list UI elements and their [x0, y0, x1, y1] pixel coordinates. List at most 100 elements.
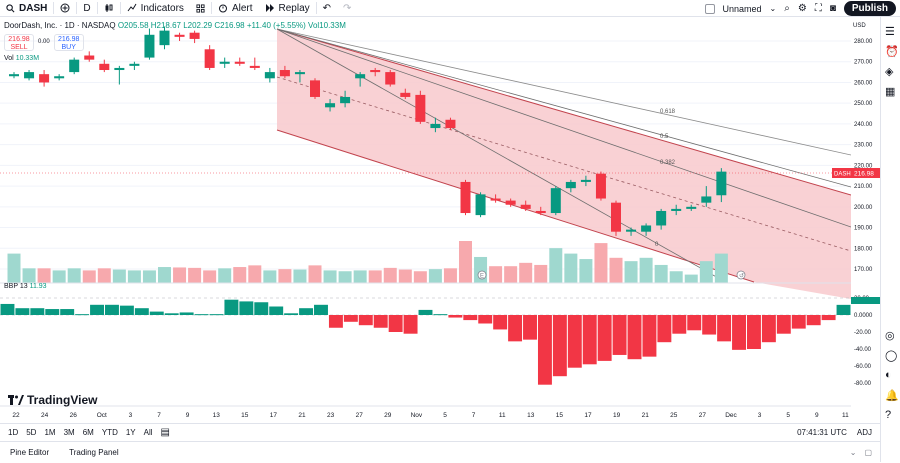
publish-button[interactable]: Publish: [843, 1, 896, 16]
candle: [99, 59, 110, 73]
buy-button[interactable]: 216.98 BUY: [53, 34, 84, 51]
fullscreen-icon[interactable]: ⛶: [814, 3, 822, 14]
bbp-tick-label: -80.00: [854, 381, 872, 387]
bbp-bar: [299, 308, 314, 315]
bbp-bar: [433, 314, 448, 316]
ideas-icon[interactable]: ◐: [885, 369, 892, 381]
range-1d[interactable]: 1D: [8, 428, 19, 437]
volume-bar: [669, 271, 683, 283]
candle: [234, 57, 245, 66]
dividend-marker[interactable]: ↺: [736, 270, 746, 280]
candle: [626, 227, 637, 236]
sell-button[interactable]: 216.98 SELL: [4, 34, 34, 51]
volume-bars: [7, 241, 728, 283]
calendar-icon[interactable]: ▦: [885, 86, 896, 98]
candle: [565, 179, 576, 193]
time-tick-label: Nov: [411, 412, 423, 419]
plus-circle-icon: [60, 3, 70, 13]
volume-bar: [338, 271, 352, 283]
alert-button[interactable]: Alert: [212, 0, 259, 17]
volume-bar: [112, 269, 126, 283]
time-tick-label: 25: [670, 412, 678, 419]
gear-icon[interactable]: ⚙: [797, 3, 807, 14]
channel-upper-line: [276, 28, 851, 196]
watchlist-icon[interactable]: ☰: [885, 26, 895, 38]
volume-title: Vol: [4, 55, 14, 62]
range-3m[interactable]: 3M: [63, 428, 75, 437]
help-icon[interactable]: ?: [885, 409, 892, 421]
time-tick-label: 11: [842, 412, 849, 419]
range-6m[interactable]: 6M: [82, 428, 94, 437]
templates-button[interactable]: [190, 0, 211, 17]
range-1m[interactable]: 1M: [44, 428, 56, 437]
range-5d[interactable]: 5D: [26, 428, 37, 437]
layers-icon[interactable]: ◈: [885, 66, 894, 78]
tab-trading-panel[interactable]: Trading Panel: [69, 447, 119, 457]
volume-bar: [534, 264, 548, 283]
clock[interactable]: 07:41:31 UTC: [797, 427, 847, 437]
quick-search-icon[interactable]: ⌕: [784, 3, 790, 14]
compare-button[interactable]: [54, 0, 76, 17]
alarm-clock-icon[interactable]: ⏰: [885, 46, 899, 58]
camera-icon[interactable]: ◙: [829, 3, 836, 14]
adj-toggle[interactable]: ADJ: [856, 427, 872, 437]
price-scale[interactable]: 280.00 270.00 260.00 250.00 240.00 230.00 220.…: [851, 17, 880, 423]
redo-button[interactable]: ↷: [337, 0, 357, 17]
candle: [69, 57, 80, 75]
layout-name[interactable]: Unnamed: [722, 3, 762, 14]
chevron-down-icon[interactable]: ⌄: [769, 4, 777, 13]
earnings-marker[interactable]: E: [477, 270, 487, 280]
layout-checkbox[interactable]: [704, 3, 715, 14]
replay-icon: [265, 4, 274, 12]
symbol-title[interactable]: DoorDash, Inc. · 1D · NASDAQ: [4, 21, 116, 30]
range-ytd[interactable]: YTD: [101, 428, 118, 437]
candle: [39, 70, 50, 87]
replay-button[interactable]: Replay: [259, 0, 316, 17]
svg-text:↺: ↺: [739, 273, 744, 280]
symbol-search-button[interactable]: DASH: [0, 0, 53, 17]
right-sidebar: ☰ ⏰ ◈ ▦ ◎ ◯ ◐ 🔔 ?: [880, 17, 900, 462]
symbol-badge-label: DASH: [834, 172, 851, 178]
range-all[interactable]: All: [143, 428, 153, 437]
tab-pine-editor[interactable]: Pine Editor: [10, 447, 50, 457]
bbp-title: BBP 13: [4, 283, 28, 290]
candle: [219, 57, 230, 68]
range-1y[interactable]: 1Y: [125, 428, 136, 437]
bbp-bar: [463, 315, 478, 321]
candle: [641, 223, 652, 236]
maximize-icon[interactable]: ▢: [864, 448, 872, 457]
volume-bar: [443, 268, 457, 283]
candle: [535, 206, 546, 216]
sell-label: SELL: [10, 44, 28, 51]
bbp-bar: [687, 315, 702, 331]
bbp-bar: [791, 315, 806, 329]
bbp-bar: [552, 315, 567, 377]
candle: [580, 175, 591, 187]
undo-button[interactable]: ↶: [317, 0, 337, 17]
candle: [460, 179, 471, 216]
bbp-bar: [523, 315, 537, 340]
interval-button[interactable]: D: [77, 0, 96, 17]
volume-bar: [173, 267, 187, 283]
alert-label: Alert: [231, 2, 253, 14]
divider: [315, 2, 317, 14]
bbp-bar: [806, 315, 821, 326]
chat-icon[interactable]: ◯: [885, 350, 898, 362]
candlesticks: [9, 26, 727, 236]
chart-canvas[interactable]: 0.618 0.5 0.382 0 22 24 26 Oct 3 7 9 13 15 17 21 23…: [0, 17, 851, 423]
fib-channel: 0.618 0.5 0.382 0: [276, 28, 851, 299]
volume-bar: [639, 257, 653, 283]
indicators-button[interactable]: Indicators: [121, 0, 190, 17]
currency-label[interactable]: USD: [853, 23, 866, 29]
bbp-bar: [149, 311, 164, 315]
chevron-down-icon[interactable]: ⌄: [849, 448, 857, 457]
symbol-badge: DASH: [832, 168, 851, 178]
chart-type-button[interactable]: [98, 0, 120, 17]
candle: [129, 61, 140, 71]
notifications-icon[interactable]: 🔔: [885, 390, 899, 402]
bbp-bar: [75, 314, 90, 316]
date-range-calendar-icon[interactable]: ▤: [160, 427, 170, 438]
bbp-bar: [627, 315, 642, 360]
volume-bar: [263, 270, 277, 283]
target-icon[interactable]: ◎: [885, 330, 895, 342]
